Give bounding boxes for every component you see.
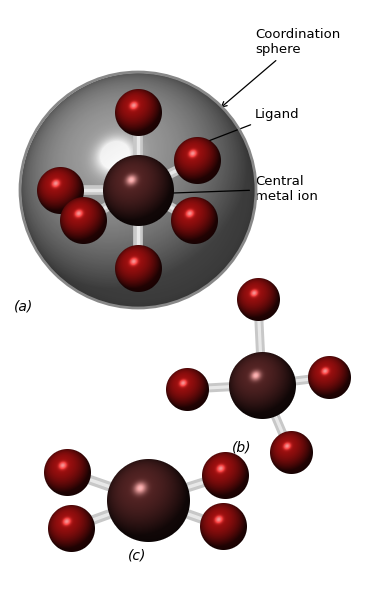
Text: Central
metal ion: Central metal ion — [160, 175, 318, 203]
Text: (c): (c) — [128, 549, 146, 562]
Text: Coordination
sphere: Coordination sphere — [221, 28, 340, 107]
Text: (a): (a) — [14, 300, 33, 314]
Text: (b): (b) — [232, 441, 252, 455]
Text: Ligand: Ligand — [193, 108, 300, 147]
